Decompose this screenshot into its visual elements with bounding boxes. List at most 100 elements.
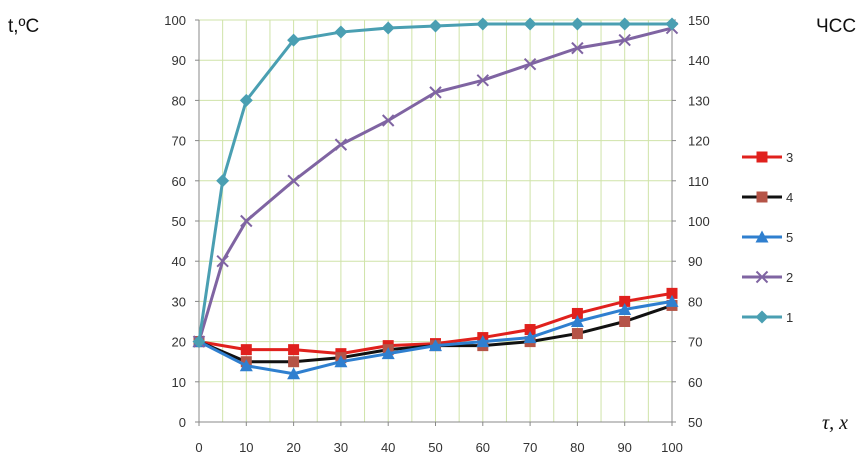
data-point: [240, 214, 253, 228]
data-point: [618, 33, 631, 47]
y-tick-label: 80: [172, 93, 186, 108]
data-point: [239, 93, 253, 107]
data-point: [288, 356, 300, 368]
data-point: [288, 344, 300, 356]
x-tick-label: 80: [570, 440, 584, 455]
x-tick-label: 70: [523, 440, 537, 455]
legend: 3 4 5 2 1: [742, 150, 793, 325]
data-point: [334, 25, 348, 39]
data-point: [571, 41, 584, 55]
legend-label: 1: [786, 310, 793, 325]
legend-label: 2: [786, 270, 793, 285]
x-tick-label: 10: [239, 440, 253, 455]
data-point: [570, 315, 584, 327]
data-point: [665, 17, 679, 31]
data-point: [476, 17, 490, 31]
data-point: [381, 21, 395, 35]
y2-tick-label: 130: [688, 93, 710, 108]
data-point: [570, 17, 584, 31]
x-marker-stroke: [287, 174, 300, 188]
y-tick-label: 30: [172, 294, 186, 309]
data-point: [287, 367, 301, 380]
y2-tick-label: 100: [688, 214, 710, 229]
x-tick-label: 100: [661, 440, 683, 455]
data-point: [429, 339, 442, 352]
data-point: [429, 19, 442, 33]
y2-tick-label: 80: [688, 294, 702, 309]
x-marker-stroke: [216, 254, 229, 268]
data-point: [476, 335, 490, 348]
legend-item: 4: [742, 190, 793, 205]
x-marker-stroke: [334, 138, 348, 151]
data-point: [287, 33, 301, 47]
y2-tick-label: 50: [688, 415, 702, 430]
legend-label: 5: [786, 230, 793, 245]
x-marker-stroke: [755, 270, 769, 284]
data-point: [665, 294, 679, 307]
data-point: [618, 17, 632, 31]
data-point: [666, 287, 678, 299]
x-axis-label: τ, x: [822, 412, 849, 434]
y2-tick-label: 110: [688, 174, 709, 189]
x-tick-label: 60: [476, 440, 490, 455]
legend-item: 2: [742, 270, 793, 285]
series-1: [192, 17, 679, 349]
legend-marker: [755, 310, 769, 324]
legend-marker: [756, 151, 768, 163]
data-point: [381, 114, 395, 127]
y-tick-label: 0: [179, 415, 186, 430]
y-tick-label: 50: [172, 214, 186, 229]
data-point: [523, 331, 537, 344]
legend-item: 1: [742, 310, 793, 325]
y2-tick-label: 140: [688, 53, 710, 68]
x-marker-stroke: [429, 86, 442, 99]
legend-item: 5: [742, 230, 793, 245]
x-tick-label: 50: [428, 440, 442, 455]
y-tick-label: 90: [172, 53, 186, 68]
data-point: [334, 355, 348, 368]
series-5: [192, 294, 679, 380]
data-point: [192, 335, 206, 349]
x-tick-label: 20: [286, 440, 300, 455]
data-point: [476, 74, 490, 87]
data-point: [619, 295, 631, 307]
legend-label: 4: [786, 190, 793, 205]
data-point: [524, 324, 536, 336]
series-line: [197, 22, 672, 342]
y-tick-label: 10: [172, 375, 186, 390]
y2-tick-label: 120: [688, 134, 710, 149]
x-marker-stroke: [571, 41, 584, 55]
x-marker-stroke: [476, 74, 490, 87]
legend-marker: [755, 270, 769, 284]
y2-tick-label: 150: [688, 13, 710, 28]
y-tick-label: 40: [172, 254, 186, 269]
data-point: [240, 344, 252, 356]
x-tick-label: 40: [381, 440, 395, 455]
legend-label: 3: [786, 150, 793, 165]
x-marker-stroke: [381, 114, 395, 127]
legend-item: 3: [742, 150, 793, 165]
data-point: [523, 17, 537, 31]
data-point: [216, 254, 229, 268]
data-point: [571, 328, 583, 340]
data-point: [571, 307, 583, 319]
legend-marker: [756, 191, 768, 203]
legend-marker: [755, 230, 769, 243]
data-point: [239, 359, 253, 372]
y-tick-label: 100: [164, 13, 186, 28]
x-marker-stroke: [618, 33, 631, 47]
data-point: [619, 316, 631, 327]
y2-tick-label: 70: [688, 335, 702, 350]
x-tick-label: 90: [617, 440, 631, 455]
data-point: [618, 302, 632, 315]
x-tick-label: 0: [195, 440, 202, 455]
x-marker-stroke: [240, 214, 253, 228]
data-point: [523, 58, 537, 71]
data-point: [429, 86, 442, 99]
data-point: [381, 347, 395, 360]
y-tick-label: 20: [172, 335, 186, 350]
data-point: [287, 174, 300, 188]
data-point: [216, 174, 230, 188]
